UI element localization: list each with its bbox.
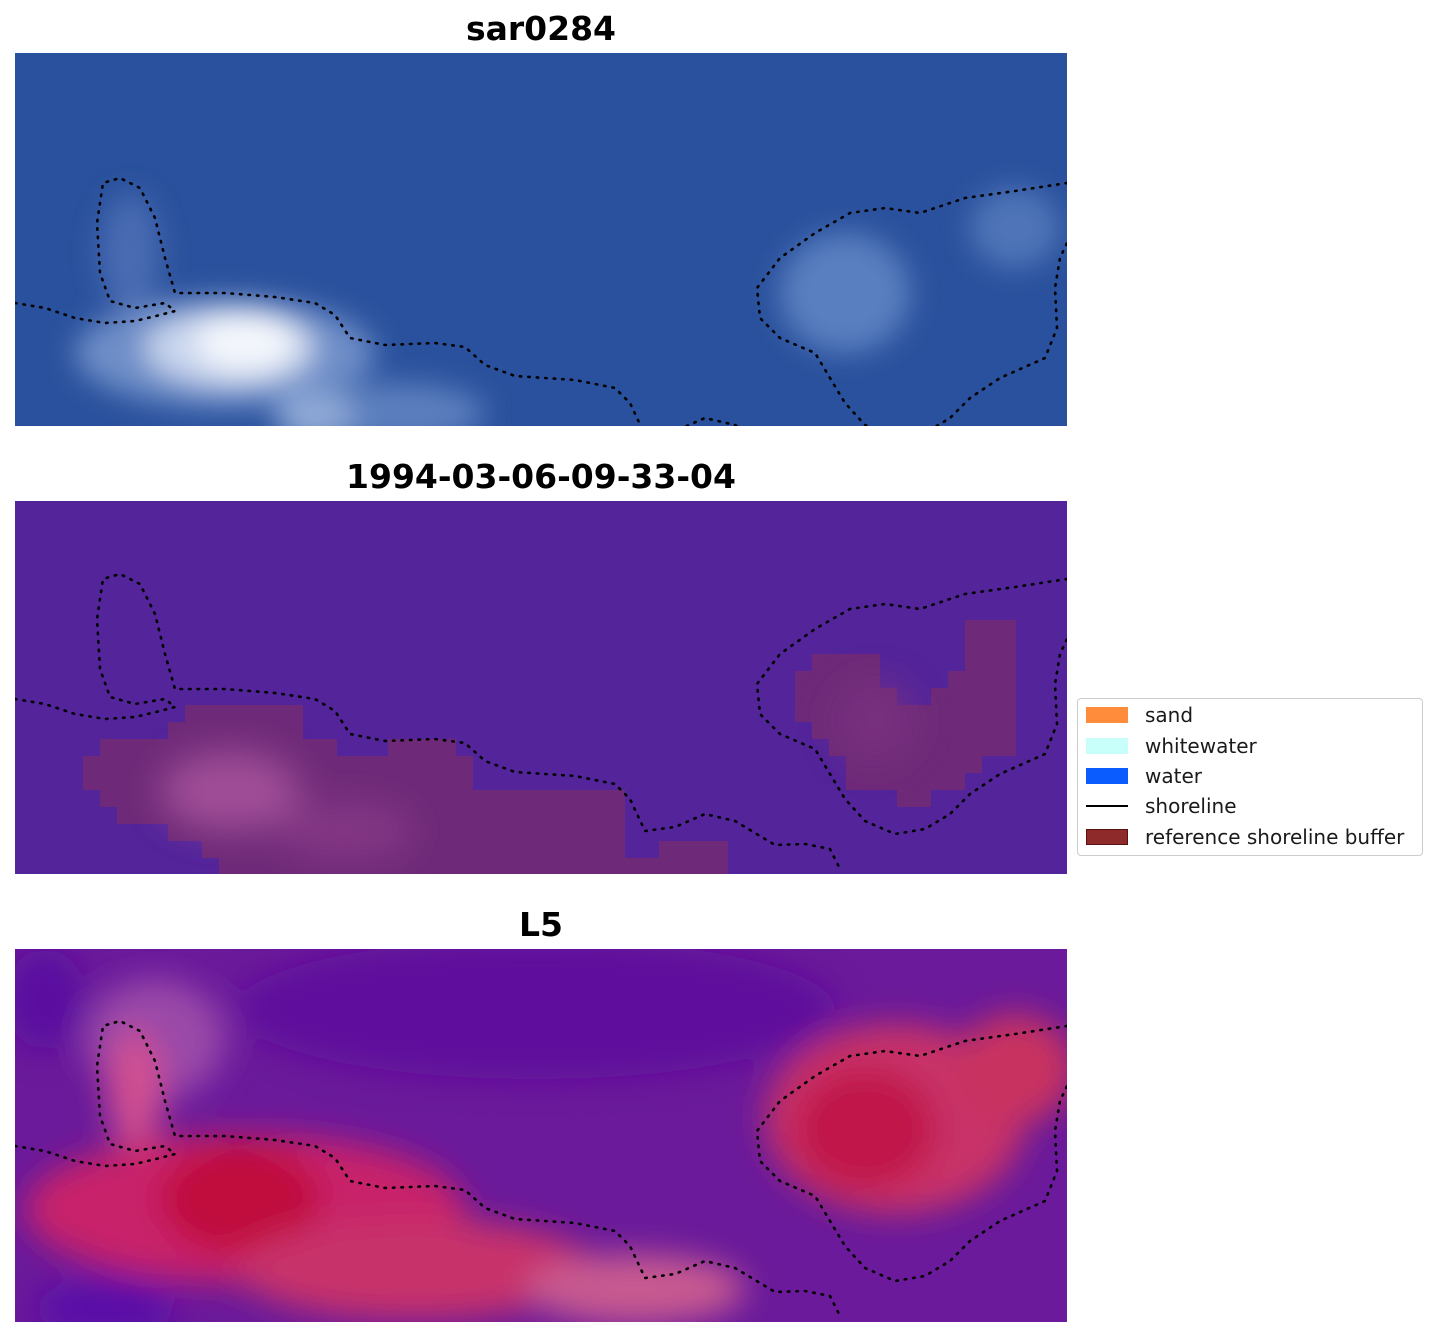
reference-buffer-swatch: [1086, 829, 1128, 845]
legend-label-shoreline: shoreline: [1145, 794, 1237, 818]
classified-image: [15, 501, 1067, 874]
legend-label-water: water: [1145, 764, 1202, 788]
index-image: [15, 949, 1067, 1322]
legend-item-whitewater: whitewater: [1086, 734, 1257, 758]
legend-item-reference-buffer: reference shoreline buffer: [1086, 825, 1404, 849]
sand-swatch: [1086, 707, 1128, 723]
legend-label-whitewater: whitewater: [1145, 734, 1257, 758]
index-image-panel: [15, 949, 1067, 1322]
water-swatch: [1086, 768, 1128, 784]
classified-image-panel: [15, 501, 1067, 874]
legend-label-sand: sand: [1145, 703, 1194, 727]
panel-title-classified: 1994-03-06-09-33-04: [346, 457, 736, 496]
panel-title-index: L5: [519, 905, 563, 944]
shoreline-dots: [15, 176, 1067, 426]
legend-item-shoreline: shoreline: [1086, 794, 1237, 818]
legend-item-water: water: [1086, 764, 1202, 788]
legend-label-reference-buffer: reference shoreline buffer: [1145, 825, 1405, 849]
shoreline-swatch: [1086, 805, 1128, 807]
rgb-image: [15, 53, 1067, 426]
rgb-image-panel: [15, 53, 1067, 426]
whitewater-swatch: [1086, 738, 1128, 754]
legend-item-sand: sand: [1086, 703, 1193, 727]
panel-title-rgb: sar0284: [465, 9, 617, 48]
legend: sand whitewater water shoreline referenc…: [1077, 698, 1423, 856]
